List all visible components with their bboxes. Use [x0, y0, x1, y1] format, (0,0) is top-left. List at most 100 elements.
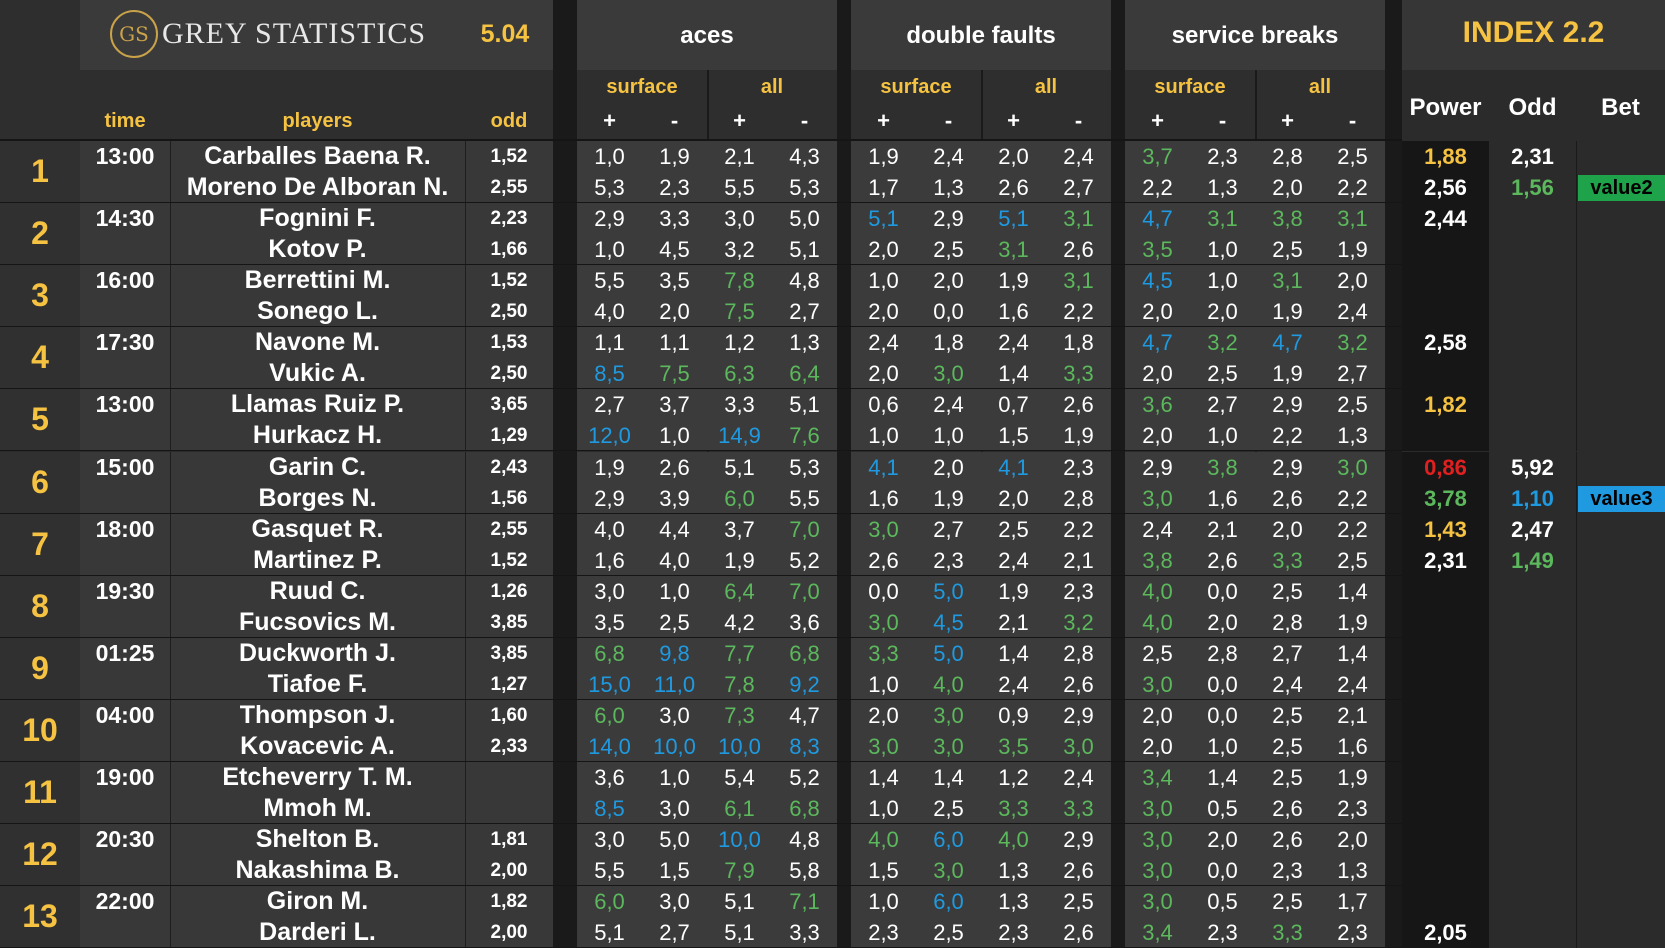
player-name[interactable]: Shelton B.	[255, 825, 380, 854]
stat-panel-cell	[577, 451, 837, 514]
match-time: 19:00	[95, 764, 155, 790]
stat-value: 3,2	[1337, 330, 1368, 356]
row-divider	[0, 574, 1402, 576]
stat-panel-cell	[1125, 575, 1385, 638]
stat-value: 6,0	[594, 889, 625, 915]
row-number: 2	[31, 215, 49, 252]
player-odd: 1,82	[490, 891, 528, 913]
stat-value: 6,8	[789, 640, 820, 666]
player-name[interactable]: Martinez P.	[253, 545, 382, 574]
stat-value: 4,0	[659, 547, 690, 573]
player-name[interactable]: Garin C.	[268, 452, 367, 481]
stat-panel-cell	[577, 389, 837, 452]
stat-panel-cell	[851, 389, 1111, 452]
row-number-cell	[0, 265, 80, 328]
stat-value: 2,2	[1142, 175, 1173, 200]
stat-value: 5,0	[789, 206, 820, 232]
stat-value: 2,6	[1207, 547, 1238, 573]
match-info-cell	[80, 637, 553, 700]
stat-value: 4,0	[1142, 578, 1173, 604]
stat-value: 1,1	[594, 330, 625, 356]
player-name[interactable]: Sonego L.	[257, 297, 378, 326]
player-name[interactable]: Thompson J.	[239, 700, 396, 729]
row-number-cell	[0, 327, 80, 390]
player-name[interactable]: Fognini F.	[259, 204, 376, 233]
stat-value: 3,0	[659, 796, 690, 821]
player-name[interactable]: Moreno De Alboran N.	[186, 173, 449, 201]
group-subheader: surface all + - + -	[851, 70, 1111, 140]
column-separator	[553, 0, 577, 948]
player-name[interactable]: Vukic A.	[269, 359, 366, 388]
stat-value: 1,6	[594, 547, 625, 573]
stat-value: 1,0	[659, 765, 690, 790]
stat-value: 1,4	[1337, 640, 1368, 666]
stat-panel-cell	[851, 141, 1111, 204]
row-number-cell	[0, 824, 80, 887]
bet-cell	[1576, 389, 1665, 452]
stat-value: 2,5	[1272, 733, 1303, 759]
player-name[interactable]: Tiafoe F.	[267, 669, 368, 698]
row-number: 6	[31, 463, 49, 500]
player-name[interactable]: Giron M.	[266, 887, 369, 916]
stat-value: 1,5	[868, 858, 899, 884]
stat-value: 2,6	[998, 175, 1029, 200]
player-name[interactable]: Gasquet R.	[251, 514, 384, 543]
player-odd: 2,43	[490, 456, 528, 478]
row-number-cell	[0, 203, 80, 266]
player-name[interactable]: Ruud C.	[269, 576, 366, 605]
player-name[interactable]: Mmoh M.	[263, 794, 372, 822]
version-label: 5.04	[480, 20, 530, 48]
stat-value: 2,0	[998, 485, 1029, 511]
index-odd-cell	[1489, 203, 1576, 266]
bet-badge[interactable]: value3	[1578, 485, 1665, 512]
stat-value: 2,0	[659, 299, 690, 325]
player-name[interactable]: Borges N.	[258, 483, 377, 512]
player-name[interactable]: Duckworth J.	[239, 638, 396, 667]
stat-value: 2,5	[1337, 144, 1368, 169]
stat-value: 4,0	[868, 827, 899, 853]
stat-value: 5,1	[868, 206, 899, 232]
player-name[interactable]: Hurkacz H.	[252, 421, 383, 450]
row-divider	[0, 202, 1402, 204]
stat-value: 1,5	[998, 423, 1029, 449]
stat-value: 2,4	[998, 330, 1029, 356]
stat-value: 3,3	[1272, 920, 1303, 946]
match-time: 04:00	[95, 701, 155, 728]
index-odd-value: 5,92	[1511, 454, 1554, 480]
player-name[interactable]: Fucsovics M.	[239, 607, 396, 636]
bet-badge[interactable]: value2	[1578, 175, 1665, 201]
col-index-odd: Odd	[1508, 94, 1557, 121]
stat-value: 1,8	[933, 330, 964, 356]
row-divider	[0, 823, 1402, 825]
match-time: 13:00	[95, 391, 155, 418]
player-name[interactable]: Nakashima B.	[235, 856, 400, 885]
player-name[interactable]: Llamas Ruiz P.	[230, 390, 405, 419]
stat-value: 2,5	[1337, 547, 1368, 573]
stat-value: 2,4	[998, 671, 1029, 697]
stat-value: 2,5	[1063, 889, 1094, 915]
player-name[interactable]: Kotov P.	[268, 235, 367, 264]
group-title: double faults	[906, 22, 1056, 49]
player-name[interactable]: Kovacevic A.	[240, 731, 395, 760]
power-value: 2,56	[1424, 175, 1467, 200]
stat-value: 1,9	[1272, 361, 1303, 387]
stat-panel-cell	[851, 513, 1111, 576]
stat-value: 4,1	[998, 454, 1029, 480]
stat-value: 2,7	[1272, 640, 1303, 666]
stat-value: 2,3	[998, 920, 1029, 946]
index-odd-value: 1,10	[1511, 485, 1554, 511]
player-name[interactable]: Navone M.	[254, 328, 381, 357]
stat-value: 3,3	[998, 796, 1029, 821]
row-number: 12	[22, 836, 58, 873]
player-name[interactable]: Darderi L.	[259, 918, 376, 947]
col-plus: +	[603, 108, 616, 133]
index-odd-cell	[1489, 513, 1576, 576]
stat-value: 1,6	[1337, 733, 1368, 759]
stat-value: 4,4	[659, 516, 690, 542]
player-name[interactable]: Carballes Baena R.	[204, 142, 431, 170]
stat-value: 1,6	[868, 485, 899, 511]
stat-value: 3,5	[998, 733, 1029, 759]
player-name[interactable]: Etcheverry T. M.	[222, 763, 413, 791]
player-name[interactable]: Berrettini M.	[244, 266, 391, 295]
player-odd: 2,50	[490, 301, 528, 323]
